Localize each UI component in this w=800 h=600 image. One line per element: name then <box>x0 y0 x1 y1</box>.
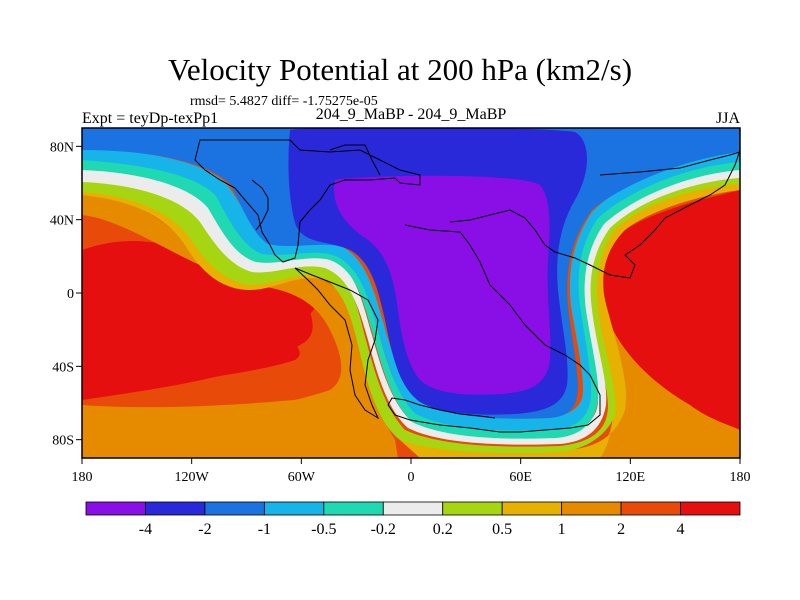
field-band-pos02 <box>82 176 740 454</box>
colorbar-label: 0.5 <box>492 521 512 538</box>
colorbar-swatch <box>263 501 325 516</box>
colorbar-label: -0.2 <box>371 521 396 538</box>
colorbar-swatch <box>145 501 206 516</box>
y-tick-label: 40S <box>52 360 74 375</box>
cases-label: 204_9_MaBP - 204_9_MaBP <box>315 106 507 123</box>
y-tick-label: 80N <box>50 140 74 155</box>
x-tick-label: 180 <box>72 470 93 485</box>
colorbar-swatch <box>561 501 622 516</box>
experiment-label: Expt = teyDp-texPp1 <box>82 110 219 127</box>
y-tick-label: 0 <box>67 287 74 302</box>
field-band-pos05 <box>82 180 740 458</box>
coastlines <box>194 139 740 433</box>
x-axis: 180 120W 60W 0 60E 120E 180 <box>72 458 751 485</box>
field-band-pos1-south <box>82 395 370 458</box>
colorbar-swatch <box>323 501 384 516</box>
colorbar-label: -0.5 <box>311 521 336 538</box>
y-axis: 80N 40N 0 40S 80S <box>50 140 82 449</box>
colorbar-swatch <box>204 501 265 516</box>
season-label: JJA <box>716 110 741 127</box>
x-tick-label: 120W <box>175 470 210 485</box>
y-tick-label: 40N <box>50 214 74 229</box>
colorbar-swatch <box>85 501 146 516</box>
colorbar-swatch <box>442 501 503 516</box>
chart-title: Velocity Potential at 200 hPa (km2/s) <box>167 52 633 87</box>
x-tick-label: 0 <box>408 470 415 485</box>
field-band-neg05 <box>82 148 740 431</box>
colorbar-label: -4 <box>139 521 152 538</box>
contour-field <box>82 128 740 458</box>
x-tick-label: 120E <box>616 470 646 485</box>
x-tick-label: 60W <box>288 470 316 485</box>
y-tick-label: 80S <box>52 434 74 449</box>
colorbar-label: 0.2 <box>433 521 453 538</box>
colorbar-label: 1 <box>558 521 566 538</box>
x-tick-label: 60E <box>509 470 532 485</box>
field-band-neg4 <box>334 175 551 395</box>
colorbar-label: 4 <box>677 521 685 538</box>
colorbar-label: -2 <box>198 521 211 538</box>
colorbar-swatch <box>620 501 681 516</box>
colorbar-label: -1 <box>258 521 271 538</box>
colorbar-label: 2 <box>617 521 625 538</box>
colorbar-swatch <box>382 501 444 516</box>
x-tick-label: 180 <box>730 470 751 485</box>
colorbar-swatch <box>680 501 741 516</box>
field-patch-pos4-east <box>596 210 740 390</box>
colorbar: -4 -2 -1 -0.5 -0.2 0.2 0.5 1 2 4 <box>85 501 741 538</box>
field-patch-pos4-west <box>82 270 300 395</box>
stats-label: rmsd= 5.4827 diff= -1.75275e-05 <box>190 94 378 109</box>
colorbar-swatch <box>501 501 563 516</box>
